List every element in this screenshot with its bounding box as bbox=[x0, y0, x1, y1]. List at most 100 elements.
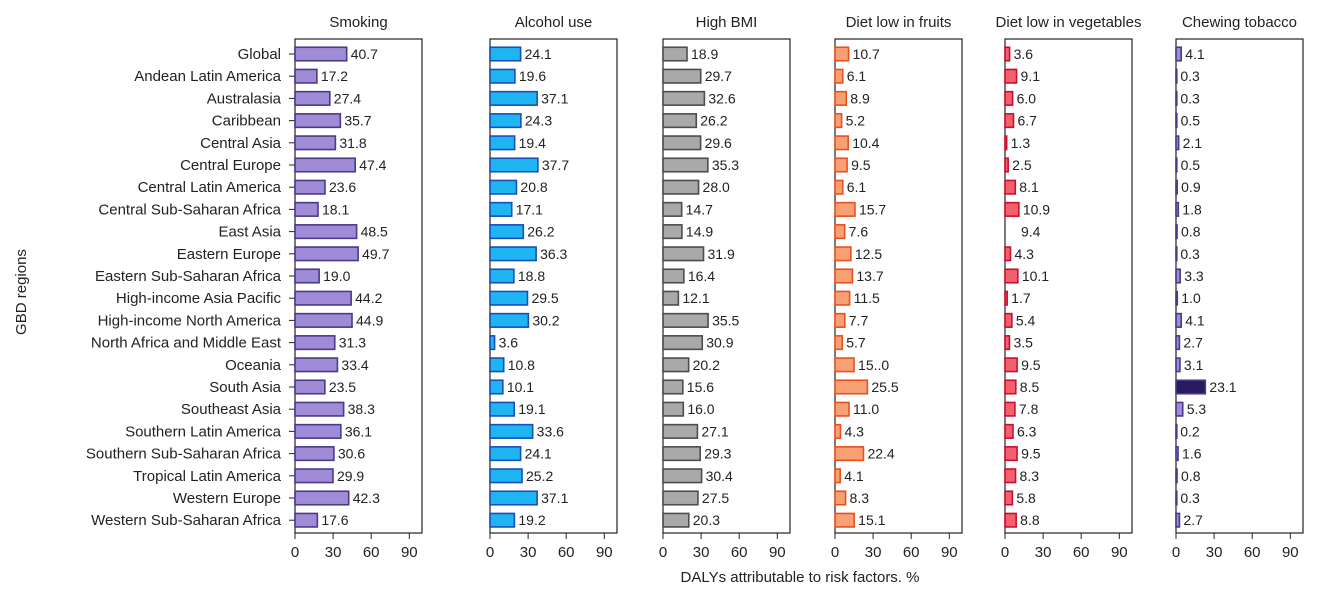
bar-value-label: 5.8 bbox=[1016, 490, 1036, 506]
bar bbox=[1004, 357, 1018, 373]
bar-value-label: 14.9 bbox=[686, 224, 713, 240]
bar bbox=[489, 113, 522, 129]
bar-value-label: 6.1 bbox=[847, 179, 867, 195]
bar-value-label: 33.6 bbox=[537, 423, 564, 439]
bar bbox=[662, 224, 683, 240]
bar bbox=[1175, 135, 1180, 151]
bar bbox=[834, 179, 844, 195]
bar bbox=[834, 357, 855, 373]
bar bbox=[1175, 401, 1184, 417]
x-tick-label: 30 bbox=[865, 544, 882, 561]
bar-value-label: 7.6 bbox=[849, 224, 869, 240]
bar-value-label: 44.9 bbox=[356, 312, 383, 328]
bar bbox=[489, 135, 516, 151]
category-label: Caribbean bbox=[212, 113, 281, 130]
bar bbox=[1004, 490, 1014, 506]
panel: Diet low in vegetables 0 30 60 90 3.6 9.1 6.0 6.… bbox=[996, 14, 1142, 561]
bar bbox=[1004, 135, 1008, 151]
bar-value-label: 19.1 bbox=[518, 401, 545, 417]
category-label: Global bbox=[238, 46, 281, 63]
bar-value-label: 8.5 bbox=[1020, 379, 1040, 395]
x-tick-label: 60 bbox=[558, 544, 575, 561]
bar-value-label: 9.5 bbox=[1021, 446, 1041, 462]
bar-value-label: 10.4 bbox=[852, 135, 879, 151]
bar-value-label: 29.9 bbox=[337, 468, 364, 484]
bar-value-label: 4.1 bbox=[1185, 46, 1205, 62]
bar bbox=[1004, 46, 1011, 62]
bar-value-label: 0.2 bbox=[1180, 423, 1200, 439]
bar bbox=[1004, 179, 1017, 195]
category-label: Tropical Latin America bbox=[133, 468, 281, 485]
bar-value-label: 3.5 bbox=[1013, 335, 1033, 351]
bar bbox=[1175, 357, 1181, 373]
bar-value-label: 19.0 bbox=[323, 268, 350, 284]
bar-value-label: 37.1 bbox=[541, 490, 568, 506]
bar-value-label: 2.7 bbox=[1183, 335, 1203, 351]
bar bbox=[294, 335, 336, 351]
bar bbox=[1175, 290, 1179, 306]
bar-value-label: 15.7 bbox=[859, 201, 886, 217]
bar-value-label: 30.4 bbox=[706, 468, 733, 484]
bar-value-label: 20.8 bbox=[520, 179, 547, 195]
bar-value-label: 11.5 bbox=[854, 290, 880, 306]
x-tick-label: 0 bbox=[486, 544, 494, 561]
bar-value-label: 25.2 bbox=[526, 468, 553, 484]
bar-value-label: 9.1 bbox=[1021, 68, 1041, 84]
bar bbox=[834, 246, 852, 262]
bar bbox=[294, 357, 339, 373]
bar bbox=[834, 335, 844, 351]
panel-frame bbox=[489, 38, 618, 534]
bar-value-label: 6.1 bbox=[847, 68, 867, 84]
bar-value-label: 10.8 bbox=[508, 357, 535, 373]
category-label: Australasia bbox=[207, 90, 282, 107]
bar bbox=[294, 135, 337, 151]
bar-value-label: 29.5 bbox=[531, 290, 558, 306]
category-label: South Asia bbox=[209, 379, 281, 396]
bar-value-label: 30.6 bbox=[338, 446, 365, 462]
x-tick-label: 90 bbox=[401, 544, 418, 561]
bar bbox=[1175, 201, 1180, 217]
bar-value-label: 1.0 bbox=[1181, 290, 1201, 306]
bar-value-label: 32.6 bbox=[708, 90, 735, 106]
bar-value-label: 4.3 bbox=[1014, 246, 1034, 262]
bar bbox=[294, 379, 326, 395]
x-tick-label: 90 bbox=[1111, 544, 1128, 561]
bar bbox=[294, 46, 348, 62]
bar bbox=[1175, 423, 1178, 439]
bar-value-label: 6.3 bbox=[1017, 423, 1037, 439]
bar bbox=[489, 68, 516, 84]
bar-value-label: 1.7 bbox=[1011, 290, 1031, 306]
x-tick-label: 90 bbox=[1282, 544, 1299, 561]
bar-value-label: 0.8 bbox=[1181, 224, 1201, 240]
bar bbox=[662, 46, 688, 62]
panel: Chewing tobacco 0 30 60 90 4.1 0.3 0.3 0.5 2.1 0.5… bbox=[1172, 14, 1304, 561]
x-tick-label: 60 bbox=[903, 544, 920, 561]
bar-value-label: 10.1 bbox=[1022, 268, 1049, 284]
bar bbox=[294, 268, 320, 284]
bar bbox=[294, 512, 319, 528]
bar bbox=[1004, 335, 1011, 351]
x-tick-label: 90 bbox=[769, 544, 786, 561]
bar-value-label: 26.2 bbox=[527, 224, 554, 240]
bar-value-label: 4.3 bbox=[844, 423, 864, 439]
bar-value-label: 17.6 bbox=[321, 512, 348, 528]
bar-value-label: 37.1 bbox=[541, 90, 568, 106]
bar-value-label: 29.7 bbox=[705, 68, 732, 84]
bar bbox=[1004, 90, 1014, 106]
bar bbox=[489, 201, 513, 217]
bar bbox=[662, 335, 704, 351]
bar-value-label: 3.6 bbox=[1014, 46, 1034, 62]
bar bbox=[489, 179, 518, 195]
bar-value-label: 20.3 bbox=[693, 512, 720, 528]
bar-value-label: 12.1 bbox=[682, 290, 709, 306]
bar-value-label: 27.1 bbox=[701, 423, 728, 439]
bar bbox=[662, 268, 685, 284]
bar bbox=[294, 401, 345, 417]
bar bbox=[1175, 46, 1183, 62]
x-axis-label: DALYs attributable to risk factors. % bbox=[681, 569, 920, 586]
bar-value-label: 16.4 bbox=[688, 268, 715, 284]
bar-value-label: 7.8 bbox=[1019, 401, 1039, 417]
bar-value-label: 23.1 bbox=[1209, 379, 1236, 395]
